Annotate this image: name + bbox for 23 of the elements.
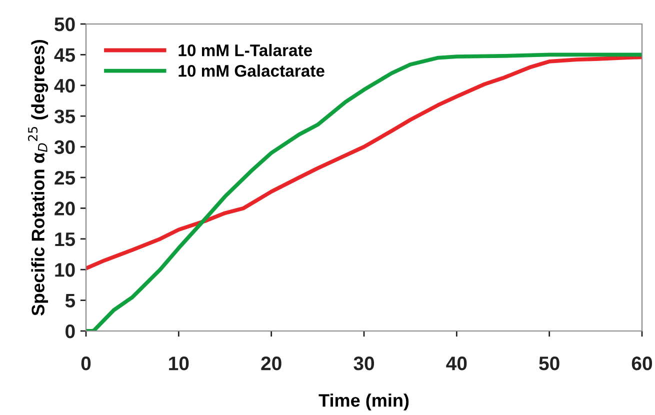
y-tick-label: 35 [54,110,76,124]
x-tick-label: 10 [169,356,189,370]
x-tick-label: 30 [354,356,374,370]
x-tick-label: 60 [632,356,652,370]
y-tick-label: 25 [54,170,76,185]
x-tick-label: 40 [446,356,467,370]
y-tick-label: 0 [66,324,75,338]
y-tick-label: 20 [54,202,75,216]
y-tick-label: 15 [55,232,76,246]
y-tick-label: 40 [54,78,75,93]
y-tick-label: 45 [54,48,76,62]
y-tick-label: 10 [55,263,75,277]
x-tick-label: 50 [539,356,560,370]
y-tick-label: 50 [54,17,75,32]
x-tick-label: 20 [261,356,282,370]
line-series [86,55,642,270]
x-tick-label: 0 [81,356,91,370]
legend-label: 10 mM L-Talarate [178,44,312,56]
y-axis-title: Specific Rotation α$_{D}$$^{25}$ (degrees) [28,40,48,316]
legend-label: 10 mM Galactarate [178,64,324,77]
y-tick-label: 5 [65,294,76,308]
x-axis-title: Time (min) [318,394,409,410]
y-tick-label: 30 [54,140,75,154]
